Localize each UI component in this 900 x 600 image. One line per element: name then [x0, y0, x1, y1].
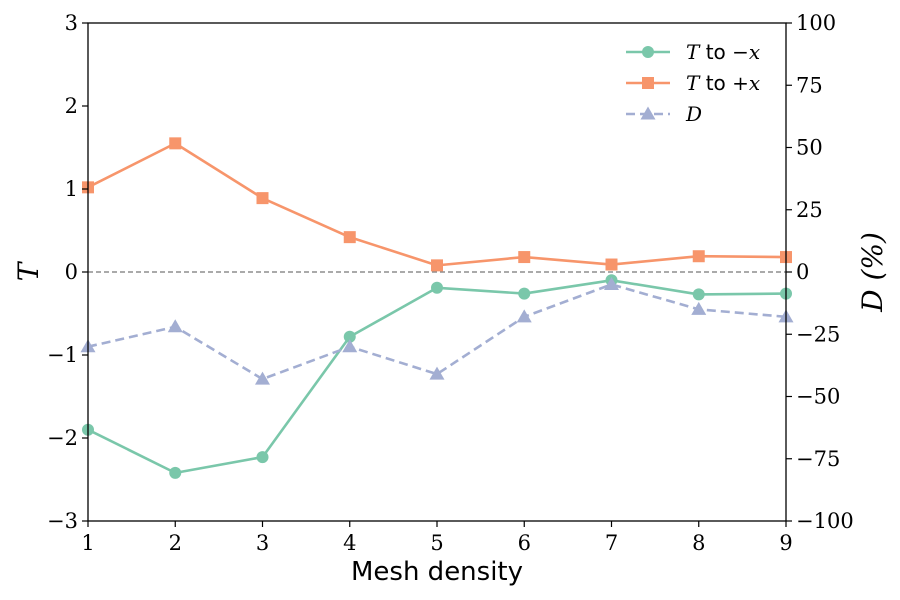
x-axis-title: Mesh density	[351, 557, 523, 587]
x-tick-label: 5	[430, 531, 443, 555]
data-point	[429, 366, 445, 380]
data-point	[167, 319, 183, 333]
data-point	[169, 137, 182, 150]
left-y-tick-label: 3	[65, 11, 78, 35]
right-y-tick-label: −100	[796, 509, 854, 533]
data-point	[516, 309, 532, 323]
left-y-tick-label: −2	[47, 426, 78, 450]
data-point	[431, 259, 443, 272]
legend-marker	[642, 77, 654, 89]
legend-item-1: T to −x	[626, 40, 760, 64]
data-point	[604, 276, 619, 290]
series-2	[82, 137, 792, 272]
x-tick-label: 3	[256, 531, 269, 555]
data-point	[692, 250, 705, 263]
data-point	[691, 301, 707, 315]
series-1	[82, 274, 792, 479]
x-tick-label: 9	[779, 531, 792, 555]
right-y-tick-label: 0	[796, 260, 809, 284]
data-point	[343, 330, 356, 343]
right-y-tick-label: −25	[796, 322, 840, 346]
data-point	[256, 451, 269, 464]
right-y-axis-title: D (%)	[856, 232, 889, 313]
right-y-tick-label: −50	[796, 385, 840, 409]
left-y-tick-label: 0	[65, 260, 78, 284]
legend-label: T to −x	[686, 40, 760, 64]
x-tick-label: 4	[343, 531, 356, 555]
series-3	[80, 276, 794, 385]
legend-marker	[640, 106, 656, 120]
x-tick-label: 1	[81, 531, 94, 555]
left-y-tick-label: 2	[65, 94, 78, 118]
x-tick-label: 7	[605, 531, 618, 555]
legend: T to −x T to +x D	[626, 40, 760, 126]
data-point	[169, 466, 182, 479]
legend-item-2: T to +x	[626, 71, 760, 95]
data-point	[518, 251, 531, 264]
data-point	[692, 288, 705, 301]
legend-marker	[642, 46, 654, 58]
x-tick-label: 8	[692, 531, 705, 555]
right-y-tick-label: 50	[796, 136, 823, 160]
right-y-tick-label: −75	[796, 447, 840, 471]
series-line-2	[87, 142, 787, 267]
left-y-tick-label: −3	[47, 509, 78, 533]
data-point	[431, 281, 443, 294]
x-tick-label: 6	[518, 531, 531, 555]
right-y-tick-label: 25	[796, 198, 823, 222]
x-tick-label: 2	[169, 531, 182, 555]
data-point	[605, 258, 618, 271]
legend-item-3: D	[626, 102, 702, 126]
plot-area	[80, 137, 794, 479]
series-line-3	[87, 283, 787, 381]
data-point	[342, 339, 358, 353]
axes: 1 2 3 4 5 6 7 8 9 −3 −2 −1 0 1 2 3 −100 −75 −50 −25 0 25 50 75 1…	[12, 11, 889, 587]
data-point	[343, 231, 356, 244]
left-y-axis-title: T	[12, 260, 45, 281]
legend-label: D	[685, 102, 702, 126]
right-y-tick-label: 100	[796, 11, 836, 35]
data-point	[518, 287, 531, 300]
left-y-tick-label: −1	[47, 343, 78, 367]
data-point	[256, 192, 269, 205]
data-point	[255, 371, 270, 385]
right-y-tick-label: 75	[796, 73, 823, 97]
legend-label: T to +x	[686, 71, 760, 95]
left-y-tick-label: 1	[65, 177, 78, 201]
